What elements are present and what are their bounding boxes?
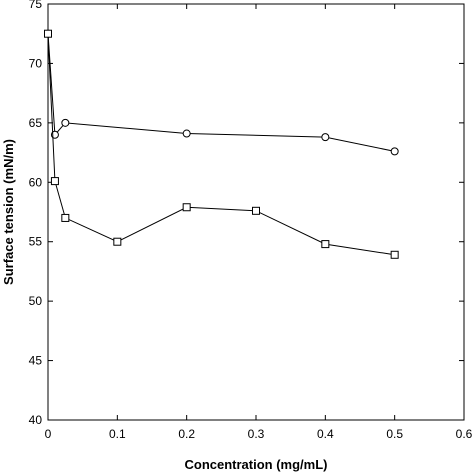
x-axis-ticks: 0 0.1 0.2 0.3 0.4 0.5 0.6 (45, 4, 473, 441)
y-tick-label: 55 (29, 235, 43, 249)
series-line-circle (47, 33, 395, 152)
data-point-square (390, 250, 399, 259)
data-point-square (182, 203, 191, 212)
y-tick-label: 40 (29, 413, 43, 427)
series-circle (44, 29, 399, 156)
series-square (44, 29, 399, 259)
data-point-square (252, 206, 260, 215)
y-tick-label: 50 (29, 294, 43, 308)
y-axis-title: Surface tension (mN/m) (1, 139, 16, 285)
data-point-square (61, 213, 70, 222)
x-axis-title: Concentration (mg/mL) (185, 457, 328, 472)
data-point-square (113, 237, 122, 246)
y-tick-label: 70 (29, 56, 43, 70)
data-point-square (321, 240, 330, 249)
series-line-square (47, 33, 395, 256)
x-tick-label: 0 (45, 427, 52, 441)
data-point-circle (61, 118, 70, 127)
data-point-square (50, 177, 59, 186)
data-point-circle (321, 133, 330, 142)
y-axis-ticks: 40 45 50 55 60 65 70 75 (29, 0, 464, 427)
data-point-circle (182, 129, 191, 138)
y-tick-label: 60 (29, 175, 43, 189)
x-tick-label: 0.3 (248, 427, 265, 441)
x-tick-label: 0.6 (456, 427, 473, 441)
x-tick-label: 0.2 (178, 427, 195, 441)
y-tick-label: 75 (29, 0, 43, 11)
data-point-circle (390, 147, 399, 156)
data-point-square (44, 29, 52, 38)
x-tick-label: 0.1 (109, 427, 126, 441)
x-tick-label: 0.4 (317, 427, 334, 441)
y-tick-label: 45 (29, 354, 43, 368)
x-tick-label: 0.5 (386, 427, 403, 441)
y-tick-label: 65 (29, 116, 43, 130)
series-layer (44, 29, 399, 259)
